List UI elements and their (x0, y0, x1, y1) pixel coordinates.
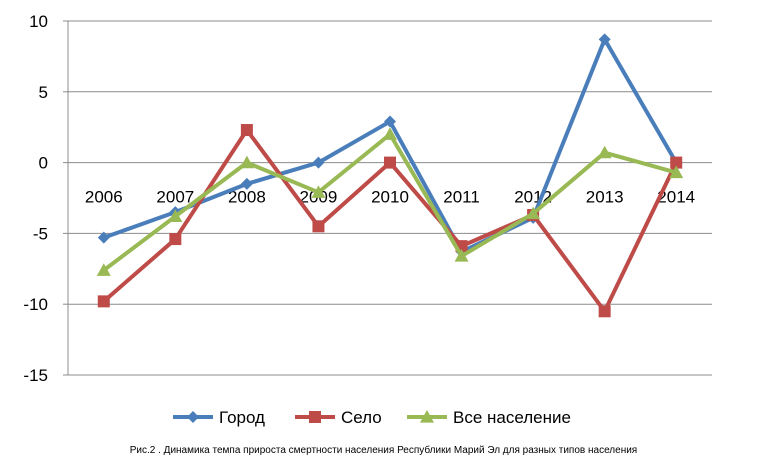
y-tick-label: -10 (23, 295, 48, 314)
data-point (97, 231, 110, 244)
data-point (96, 263, 111, 276)
data-point (169, 233, 182, 246)
y-tick-label: 0 (39, 154, 48, 173)
figure-caption: Рис.2 . Динамика темпа прироста смертнос… (129, 445, 638, 456)
x-tick-label: 2006 (85, 188, 123, 207)
data-point (240, 124, 253, 137)
data-point (312, 220, 325, 233)
x-tick-label: 2013 (586, 188, 624, 207)
data-point (311, 185, 326, 198)
legend-marker (187, 411, 199, 423)
data-point (526, 206, 541, 220)
x-tick-label: 2011 (443, 188, 480, 207)
legend-item: Село (295, 408, 382, 427)
data-point (383, 127, 397, 140)
legend-marker (420, 410, 434, 423)
legend-label: Все население (453, 408, 571, 427)
legend: Город Село Все население (173, 408, 571, 427)
data-point (97, 295, 110, 308)
y-axis: -15 -10 -5 0 5 10 (23, 12, 69, 385)
y-tick-label: -5 (33, 224, 48, 243)
data-point (384, 156, 396, 169)
y-tick-label: -15 (23, 366, 48, 385)
series-2 (97, 124, 683, 318)
legend-item: Город (173, 408, 265, 427)
legend-label: Село (341, 408, 382, 427)
data-point (669, 165, 684, 179)
y-tick-label: 10 (29, 12, 48, 31)
x-axis-labels: 200620072008200920102011201220132014 (85, 188, 695, 207)
data-point (384, 115, 396, 128)
x-tick-label: 2008 (228, 188, 266, 207)
legend-marker (309, 411, 321, 423)
data-point (670, 156, 683, 169)
data-point (454, 249, 469, 262)
legend-item: Все население (407, 408, 571, 427)
data-point (168, 209, 183, 223)
data-point (598, 33, 611, 46)
legend-label: Город (219, 408, 265, 427)
x-tick-label: 2014 (657, 188, 695, 207)
data-point (240, 177, 253, 190)
x-tick-label: 2010 (371, 188, 409, 207)
series-3 (96, 127, 684, 276)
series-lines (96, 33, 684, 318)
data-point (239, 155, 254, 169)
data-point (597, 145, 612, 159)
x-tick-label: 2007 (156, 188, 194, 207)
data-point (312, 156, 325, 169)
y-tick-label: 5 (39, 83, 48, 102)
data-point (598, 305, 611, 318)
